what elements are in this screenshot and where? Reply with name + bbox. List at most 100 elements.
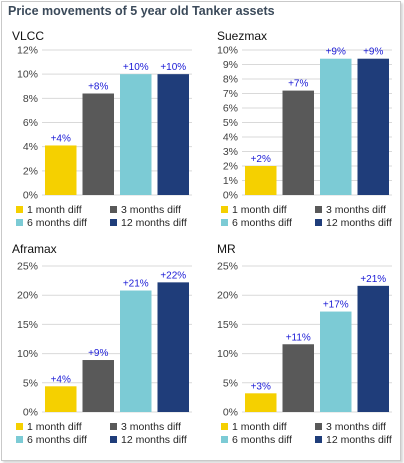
data-label-2-0: +4% — [51, 374, 71, 385]
y-tick-label-1-4: 4% — [223, 132, 238, 144]
data-label-2-2: +21% — [123, 279, 149, 290]
legend-swatch-2-2 — [16, 436, 23, 443]
data-label-1-1: +7% — [288, 79, 308, 90]
y-tick-label-1-3: 3% — [223, 146, 238, 158]
y-tick-label-0-5: 10% — [17, 69, 38, 81]
legend-swatch-1-1 — [315, 206, 322, 213]
data-label-3-3: +21% — [360, 274, 386, 285]
y-tick-label-1-2: 2% — [223, 161, 238, 173]
legend-label-1-0: 1 month diff — [232, 204, 287, 216]
data-label-0-3: +10% — [160, 62, 186, 73]
legend-swatch-2-1 — [110, 423, 117, 430]
legend-swatch-3-2 — [221, 436, 228, 443]
y-tick-label-3-2: 10% — [217, 348, 238, 360]
data-label-1-2: +9% — [326, 47, 346, 58]
legend-swatch-0-0 — [16, 206, 23, 213]
y-tick-label-1-10: 10% — [217, 45, 238, 57]
legend-label-3-1: 3 months diff — [326, 421, 386, 433]
bar-0-3 — [157, 74, 189, 195]
legend-swatch-2-3 — [110, 436, 117, 443]
legend-label-3-3: 12 months diff — [326, 434, 392, 446]
legend-swatch-1-3 — [315, 219, 322, 226]
y-tick-label-0-1: 2% — [23, 165, 38, 177]
bar-2-0 — [45, 386, 77, 412]
bar-1-3 — [357, 58, 389, 196]
bar-2-2 — [120, 290, 152, 412]
y-tick-label-0-4: 8% — [23, 93, 38, 105]
y-tick-label-2-3: 15% — [17, 319, 38, 331]
bar-0-2 — [120, 74, 152, 195]
legend-swatch-3-1 — [315, 423, 322, 430]
y-tick-label-1-9: 9% — [223, 59, 238, 71]
legend-label-2-1: 3 months diff — [121, 421, 181, 433]
y-tick-label-2-1: 5% — [23, 377, 38, 389]
data-label-3-2: +17% — [323, 300, 349, 311]
panel-title-1: Suezmax — [217, 29, 267, 43]
y-tick-label-3-1: 5% — [223, 377, 238, 389]
legend-swatch-0-2 — [16, 219, 23, 226]
y-tick-label-3-5: 25% — [217, 261, 238, 273]
y-tick-label-2-0: 0% — [23, 407, 38, 419]
data-label-1-3: +9% — [363, 47, 383, 58]
legend-swatch-0-3 — [110, 219, 117, 226]
bar-0-0 — [45, 145, 77, 195]
y-tick-label-1-7: 7% — [223, 88, 238, 100]
y-tick-label-1-6: 6% — [223, 103, 238, 115]
legend-swatch-3-3 — [315, 436, 322, 443]
bar-0-1 — [82, 93, 114, 195]
data-label-0-1: +8% — [88, 82, 108, 93]
y-tick-label-3-4: 20% — [217, 290, 238, 302]
legend-swatch-0-1 — [110, 206, 117, 213]
y-tick-label-2-2: 10% — [17, 348, 38, 360]
data-label-3-1: +11% — [286, 332, 311, 343]
y-tick-label-2-4: 20% — [17, 290, 38, 302]
bar-2-3 — [157, 282, 189, 412]
legend-label-3-0: 1 month diff — [232, 421, 287, 433]
legend-swatch-2-0 — [16, 423, 23, 430]
bar-1-2 — [320, 58, 352, 196]
y-tick-label-0-2: 4% — [23, 141, 38, 153]
bar-1-0 — [245, 166, 277, 195]
y-tick-label-1-5: 5% — [223, 117, 238, 129]
data-label-2-1: +9% — [88, 348, 108, 359]
y-tick-label-0-3: 6% — [23, 117, 38, 129]
y-tick-label-3-3: 15% — [217, 319, 238, 331]
data-label-3-0: +3% — [251, 381, 271, 392]
legend-label-1-3: 12 months diff — [326, 217, 392, 229]
panel-title-3: MR — [217, 242, 236, 256]
legend-label-0-3: 12 months diff — [121, 217, 187, 229]
legend-label-2-0: 1 month diff — [27, 421, 82, 433]
bar-3-2 — [320, 311, 352, 412]
panel-title-0: VLCC — [12, 29, 44, 43]
data-label-0-0: +4% — [51, 133, 71, 144]
bar-3-3 — [357, 285, 389, 412]
legend-swatch-1-0 — [221, 206, 228, 213]
y-tick-label-2-5: 25% — [17, 261, 38, 273]
legend-label-1-1: 3 months diff — [326, 204, 386, 216]
y-tick-label-1-8: 8% — [223, 74, 238, 86]
bar-3-0 — [245, 393, 277, 412]
legend-label-3-2: 6 months diff — [232, 434, 292, 446]
main-title: Price movements of 5 year old Tanker ass… — [8, 4, 275, 18]
legend-swatch-3-0 — [221, 423, 228, 430]
y-tick-label-1-0: 0% — [223, 190, 238, 202]
data-label-0-2: +10% — [123, 62, 149, 73]
y-tick-label-1-1: 1% — [223, 175, 238, 187]
legend-swatch-1-2 — [221, 219, 228, 226]
y-tick-label-3-0: 0% — [223, 407, 238, 419]
data-label-1-0: +2% — [251, 154, 271, 165]
legend-label-0-2: 6 months diff — [27, 217, 87, 229]
bar-3-1 — [282, 344, 314, 412]
legend-label-0-1: 3 months diff — [121, 204, 181, 216]
bar-1-1 — [282, 90, 314, 195]
data-label-2-3: +22% — [160, 270, 186, 281]
y-tick-label-0-0: 0% — [23, 190, 38, 202]
bar-2-1 — [82, 360, 114, 412]
y-tick-label-0-6: 12% — [17, 45, 38, 57]
legend-label-2-2: 6 months diff — [27, 434, 87, 446]
legend-label-2-3: 12 months diff — [121, 434, 187, 446]
legend-label-0-0: 1 month diff — [27, 204, 82, 216]
panel-title-2: Aframax — [12, 242, 57, 256]
legend-label-1-2: 6 months diff — [232, 217, 292, 229]
